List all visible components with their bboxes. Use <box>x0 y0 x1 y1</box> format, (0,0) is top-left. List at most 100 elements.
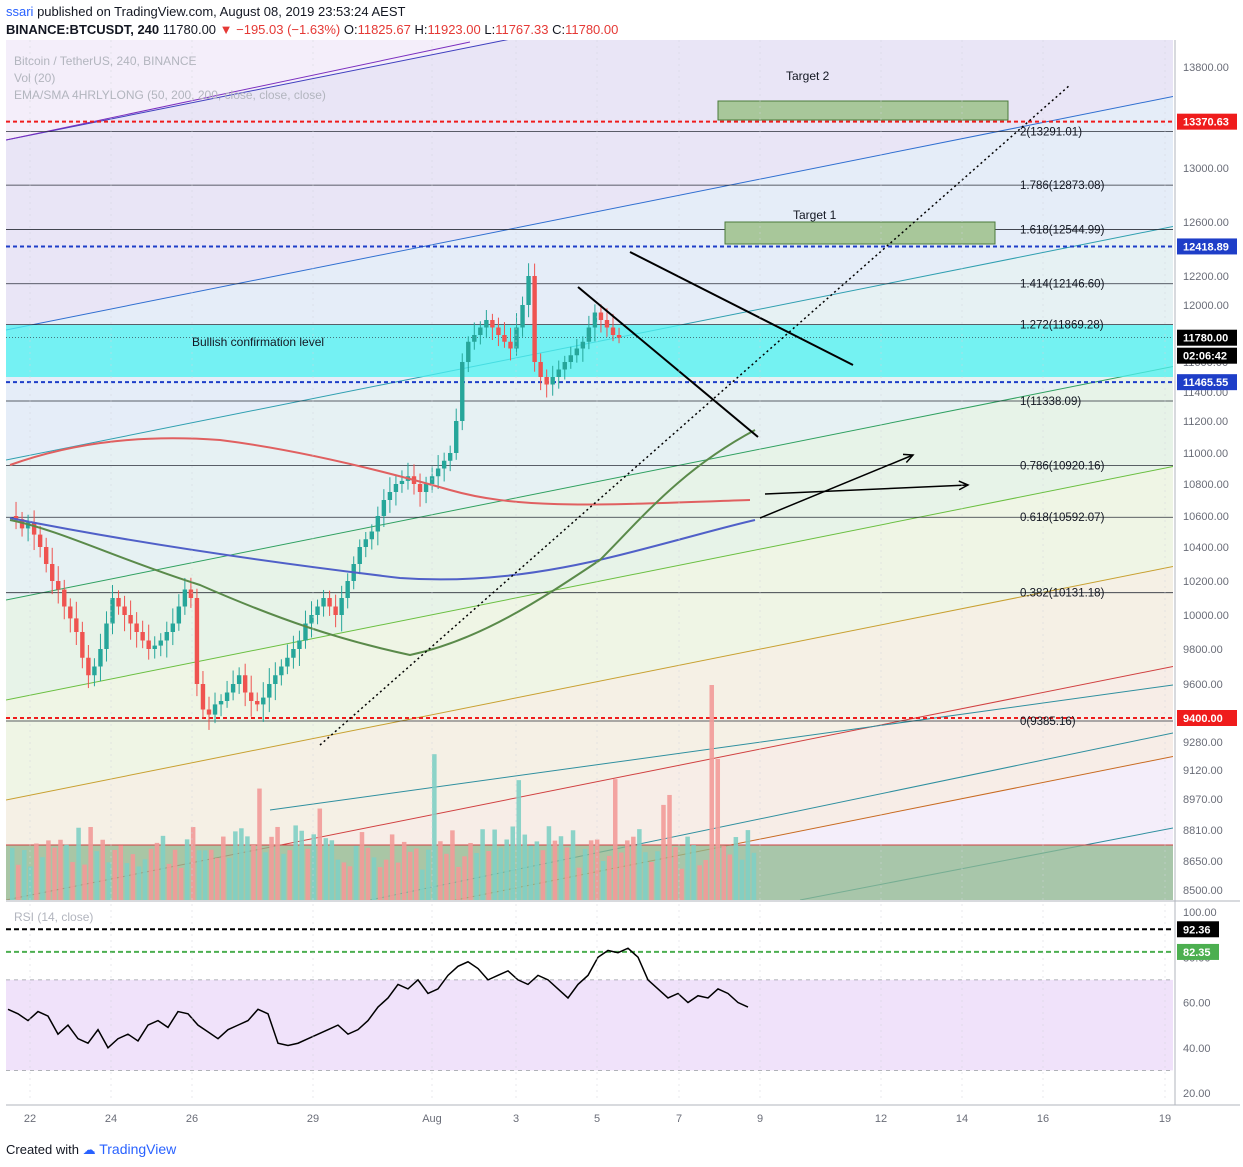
volume-bar <box>58 839 63 900</box>
volume-bar <box>715 758 721 900</box>
channel-band <box>6 566 1173 900</box>
volume-bar <box>576 867 582 900</box>
publish-info: ssari published on TradingView.com, Augu… <box>6 4 405 19</box>
volume-bar <box>118 845 124 900</box>
volume-bar <box>516 780 522 900</box>
volume-bar <box>438 841 443 900</box>
time-axis-label: 16 <box>1037 1113 1049 1125</box>
candle-body <box>345 581 350 598</box>
candle-body <box>249 692 254 701</box>
volume-bar <box>76 827 81 900</box>
candle-body <box>134 623 139 632</box>
candle-body <box>435 468 441 477</box>
candle-body <box>255 701 260 705</box>
time-axis-label: 12 <box>875 1113 887 1125</box>
price-axis-label: 13000.00 <box>1183 163 1229 175</box>
time-axis-label: 3 <box>513 1113 519 1125</box>
candle-body <box>381 500 387 516</box>
price-axis-label: 8500.00 <box>1183 885 1223 897</box>
price-tag <box>1177 374 1237 391</box>
candle-body <box>514 327 519 349</box>
fib-label: 0.618(10592.07) <box>1020 512 1105 524</box>
candle-body <box>309 615 314 624</box>
volume-bar <box>287 850 292 900</box>
price-axis-label: 10200.00 <box>1183 576 1229 588</box>
dotted-trendline <box>319 84 1071 746</box>
candle-body <box>152 645 157 649</box>
candle-body <box>544 377 549 385</box>
volume-bar <box>323 838 329 900</box>
price-axis-label: 9600.00 <box>1183 679 1223 691</box>
volume-bar <box>154 842 160 900</box>
candle-body <box>592 312 598 328</box>
candle-body <box>230 684 236 693</box>
candle-body <box>574 348 580 356</box>
volume-bar <box>263 852 268 900</box>
volume-bar <box>34 843 39 900</box>
price-tag-label: 11465.55 <box>1183 377 1228 389</box>
price-axis-label: 8970.00 <box>1183 794 1223 806</box>
sma-200-line <box>9 437 751 506</box>
volume-bar <box>631 836 636 900</box>
candle-body <box>13 516 19 520</box>
candle-body <box>508 341 513 349</box>
arrow-up-2 <box>764 484 969 495</box>
close-label: C: <box>552 22 566 37</box>
volume-bar <box>691 845 696 900</box>
fib-label: 0.382(10131.18) <box>1020 588 1105 600</box>
candle-body <box>526 276 531 305</box>
candle-body <box>31 522 37 535</box>
volume-bar <box>305 848 310 900</box>
volume-bar <box>432 754 437 900</box>
flag-lower-line <box>577 286 759 438</box>
volume-bar <box>492 829 497 900</box>
author-link[interactable]: ssari <box>6 4 34 19</box>
channel-line <box>6 95 1173 331</box>
tradingview-brand[interactable]: TradingView <box>99 1141 177 1157</box>
time-axis-label: 22 <box>24 1113 36 1125</box>
volume-bar <box>148 848 154 900</box>
candle-body <box>303 623 308 641</box>
candle-body <box>580 341 586 349</box>
volume-bar <box>10 847 15 900</box>
candle-body <box>146 640 151 649</box>
volume-bar <box>208 849 214 900</box>
candle-body <box>610 327 616 335</box>
volume-bar <box>112 849 118 900</box>
volume-bar <box>528 845 534 900</box>
candle-body <box>472 335 477 342</box>
price-tag <box>1177 347 1237 364</box>
candle-body <box>224 692 230 701</box>
volume-bar <box>510 826 515 900</box>
volume-bar <box>275 826 280 900</box>
volume-bar <box>727 854 733 900</box>
volume-bar <box>709 685 714 900</box>
volume-bar <box>64 844 69 900</box>
arrow-up-1 <box>759 454 914 519</box>
candle-body <box>532 276 537 362</box>
volume-bar <box>329 840 335 900</box>
price-tag-label: 9400.00 <box>1183 713 1223 725</box>
volume-bar <box>480 829 485 900</box>
volume-bar <box>462 856 467 900</box>
volume-bar <box>130 854 136 900</box>
candle-body <box>550 377 555 385</box>
ema-200-line <box>9 517 756 581</box>
candle-body <box>116 598 121 607</box>
candle-body <box>92 666 97 676</box>
fib-label: 0(9385.16) <box>1020 716 1076 728</box>
volume-bar <box>94 851 99 900</box>
candle-body <box>267 684 272 698</box>
candle-body <box>261 697 266 705</box>
symbol-label: BINANCE:BTCUSDT, 240 <box>6 22 160 37</box>
candle-body <box>140 632 145 641</box>
legend-volume: Vol (20) <box>14 71 56 85</box>
high-value: 11923.00 <box>427 22 481 37</box>
volume-bar <box>582 848 588 900</box>
volume-bar <box>655 851 660 900</box>
candle-body <box>454 421 459 453</box>
candle-body <box>279 666 284 676</box>
time-axis-label: 7 <box>676 1113 682 1125</box>
volume-bar <box>100 839 105 900</box>
